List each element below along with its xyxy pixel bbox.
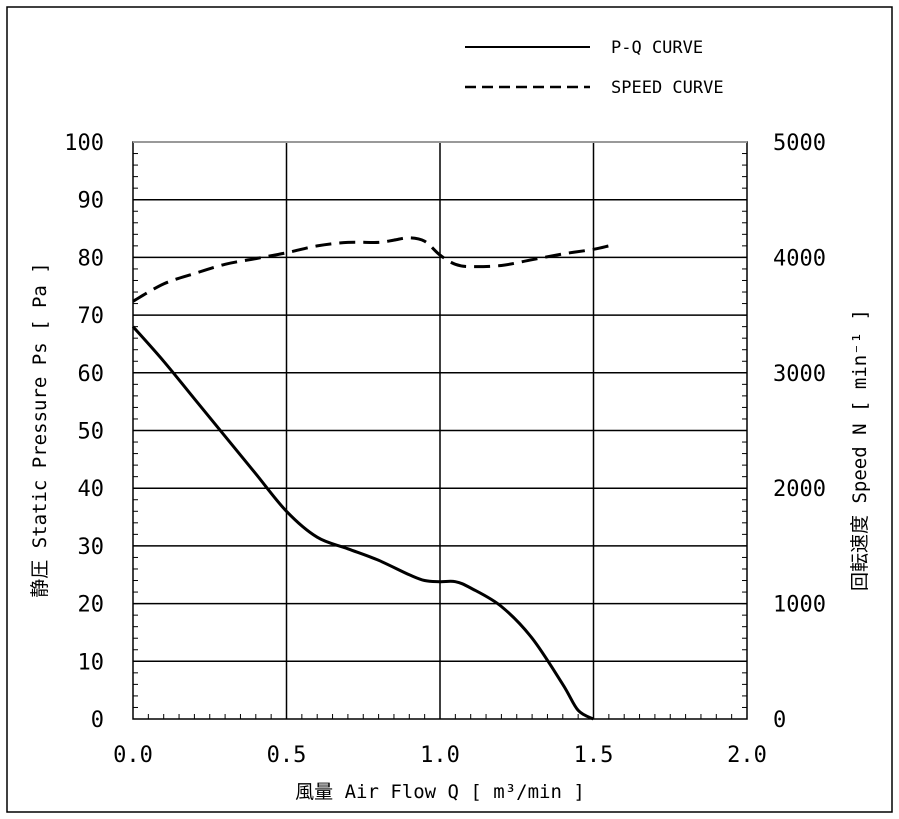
y-left-tick-label: 10 xyxy=(78,650,105,675)
grid-lines xyxy=(133,142,747,719)
y-right-tick-label: 5000 xyxy=(773,131,826,156)
y-right-tick-label: 1000 xyxy=(773,593,826,618)
y-axis-right-title: 回転速度 Speed N [ min⁻¹ ] xyxy=(849,309,871,591)
legend: P-Q CURVE SPEED CURVE xyxy=(465,38,724,98)
legend-label-pq: P-Q CURVE xyxy=(611,38,703,58)
outer-border xyxy=(6,6,893,813)
data-series xyxy=(131,236,610,721)
y-left-tick-label: 30 xyxy=(78,535,105,560)
y-left-tick-label: 80 xyxy=(78,246,105,271)
x-tick-label: 1.0 xyxy=(420,743,460,768)
x-tick-label: 0.5 xyxy=(267,743,307,768)
y-right-tick-label: 2000 xyxy=(773,477,826,502)
speed-curve-line xyxy=(132,236,610,303)
y-left-tick-label: 20 xyxy=(78,593,105,618)
y-left-tick-label: 50 xyxy=(78,420,105,445)
x-axis-title: 風量 Air Flow Q [ m³/min ] xyxy=(295,781,585,803)
y-left-tick-label: 40 xyxy=(78,477,105,502)
x-tick-label: 2.0 xyxy=(727,743,767,768)
y-left-tick-label: 0 xyxy=(91,708,104,733)
y-axis-left-title: 静圧 Static Pressure Ps [ Pa ] xyxy=(29,262,51,597)
y-left-tick-label: 100 xyxy=(64,131,104,156)
y-left-tick-label: 70 xyxy=(78,304,105,329)
x-tick-label: 1.5 xyxy=(574,743,614,768)
y-left-tick-label: 90 xyxy=(78,189,105,214)
y-right-tick-label: 0 xyxy=(773,708,786,733)
legend-label-speed: SPEED CURVE xyxy=(611,78,724,98)
y-left-tick-label: 60 xyxy=(78,362,105,387)
y-right-tick-label: 3000 xyxy=(773,362,826,387)
x-tick-label: 0.0 xyxy=(113,743,153,768)
y-right-tick-label: 4000 xyxy=(773,246,826,271)
pq-curve-line xyxy=(131,325,595,721)
